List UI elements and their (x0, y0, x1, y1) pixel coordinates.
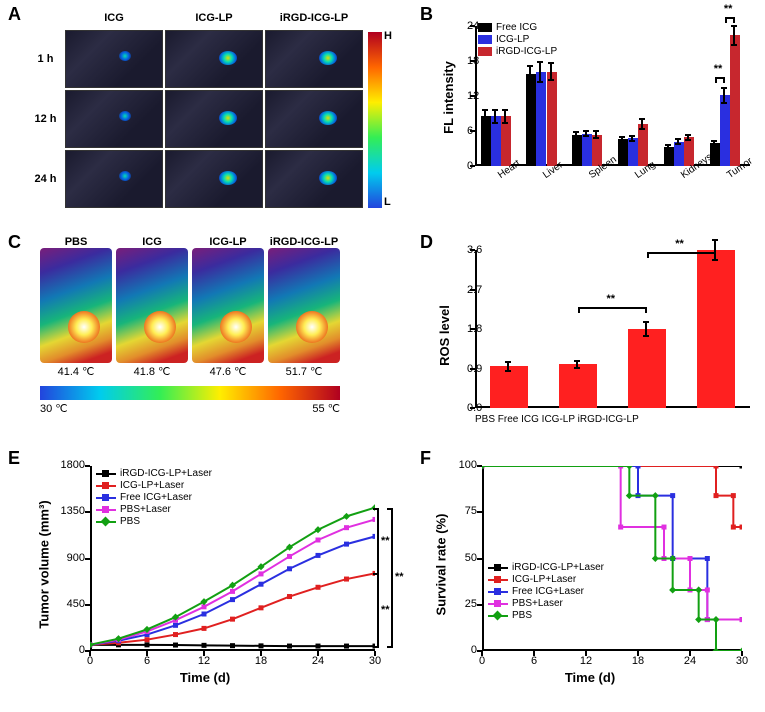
scale-min: 30 ℃ (40, 402, 68, 415)
bar (628, 138, 638, 166)
panel-d-plot-area: 0.00.91.82.73.6**** (475, 250, 750, 408)
panel-f-ylabel: Survival rate (%) (433, 514, 448, 616)
panel-d-chart: 0.00.91.82.73.6**** ROS level PBS Free I… (420, 238, 760, 438)
panel-f-chart: 02550751000612182430 Survival rate (%) T… (420, 452, 760, 702)
image-cell (65, 150, 163, 208)
panel-b-legend: Free ICGICG-LPiRGD-ICG-LP (478, 22, 557, 58)
image-cell (165, 30, 263, 88)
bar (638, 124, 648, 166)
bar (720, 95, 730, 166)
panel-a-imaging-grid: ICG ICG-LP iRGD-ICG-LP 1 h 12 h 24 h H L (28, 8, 363, 208)
col-header-0: ICG (65, 8, 163, 28)
thermal-row (40, 248, 370, 363)
temp-0: 41.4 ℃ (40, 365, 112, 378)
bar (547, 72, 557, 167)
panel-d-xlabels-cropped: PBS Free ICG ICG-LP iRGD-ICG-LP (475, 414, 750, 426)
image-cell (65, 30, 163, 88)
colorbar-horizontal (40, 386, 340, 400)
image-cell (165, 150, 263, 208)
row-label-0: 1 h (28, 30, 63, 88)
panel-f-legend: iRGD-ICG-LP+LaserICG-LP+LaserFree ICG+La… (488, 562, 604, 622)
bar (674, 142, 684, 167)
thermal-image (40, 248, 112, 363)
panel-e-label: E (8, 448, 20, 469)
row-label-1: 12 h (28, 90, 63, 148)
thermal-headers: PBS ICG ICG-LP iRGD-ICG-LP (40, 236, 370, 248)
temp-1: 41.8 ℃ (116, 365, 188, 378)
panel-e-legend: iRGD-ICG-LP+LaserICG-LP+LaserFree ICG+La… (96, 468, 212, 528)
temp-3: 51.7 ℃ (268, 365, 340, 378)
bar (572, 135, 582, 166)
panel-d-ylabel: ROS level (437, 305, 452, 366)
image-cell (265, 90, 363, 148)
bar (628, 329, 666, 408)
bar (536, 72, 546, 166)
col-header-1: ICG-LP (165, 8, 263, 28)
c-col-1: ICG (116, 236, 188, 248)
thermal-image (116, 248, 188, 363)
panel-f-plot-area: 02550751000612182430 (482, 466, 742, 651)
c-col-2: ICG-LP (192, 236, 264, 248)
panel-b-chart: 06121824HeartLiverSpleenLungKidneysTumor… (420, 10, 760, 220)
imaging-grid: ICG ICG-LP iRGD-ICG-LP 1 h 12 h 24 h (28, 8, 363, 208)
thermal-temps: 41.4 ℃ 41.8 ℃ 47.6 ℃ 51.7 ℃ (40, 363, 370, 378)
temp-2: 47.6 ℃ (192, 365, 264, 378)
panel-f-xlabel: Time (d) (565, 670, 615, 685)
panel-e-xlabel: Time (d) (180, 670, 230, 685)
image-cell (165, 90, 263, 148)
colorbar-low-label: L (384, 196, 391, 208)
bar (490, 366, 528, 408)
colorbar-high-label: H (384, 30, 392, 42)
colorbar-vertical (368, 32, 382, 208)
scale-max: 55 ℃ (312, 402, 340, 415)
image-cell (265, 30, 363, 88)
colorbar-h-labels: 30 ℃ 55 ℃ (40, 402, 340, 415)
thermal-image (268, 248, 340, 363)
bar (730, 35, 740, 166)
c-col-0: PBS (40, 236, 112, 248)
panel-e-chart: 0450900135018000612182430****** Tumor vo… (20, 452, 390, 702)
bar (526, 74, 536, 166)
panel-a-label: A (8, 4, 21, 25)
panel-f-svg (482, 466, 742, 651)
panel-c-thermal: PBS ICG ICG-LP iRGD-ICG-LP 41.4 ℃ 41.8 ℃… (40, 236, 370, 415)
panel-c-label: C (8, 232, 21, 253)
panel-e-ylabel: Tumor volume (mm³) (37, 500, 52, 628)
bar (697, 250, 735, 408)
bar (582, 134, 592, 166)
thermal-image (192, 248, 264, 363)
c-col-3: iRGD-ICG-LP (268, 236, 340, 248)
panel-b-ylabel: FL intensity (441, 61, 456, 134)
image-cell (65, 90, 163, 148)
image-cell (265, 150, 363, 208)
row-label-2: 24 h (28, 150, 63, 208)
bar (559, 364, 597, 408)
col-header-2: iRGD-ICG-LP (265, 8, 363, 28)
bar (618, 139, 628, 166)
